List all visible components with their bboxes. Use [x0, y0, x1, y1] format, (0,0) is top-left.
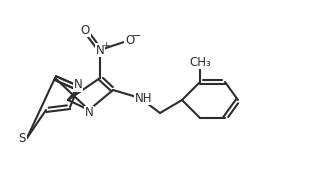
Text: NH: NH	[135, 92, 153, 104]
Text: N: N	[74, 79, 82, 92]
Text: O: O	[125, 33, 135, 47]
Text: N: N	[95, 43, 104, 56]
Text: −: −	[132, 31, 142, 41]
Text: CH₃: CH₃	[189, 56, 211, 68]
Text: O: O	[80, 24, 90, 37]
Text: S: S	[18, 132, 26, 144]
Text: +: +	[102, 41, 110, 49]
Text: N: N	[85, 106, 93, 119]
